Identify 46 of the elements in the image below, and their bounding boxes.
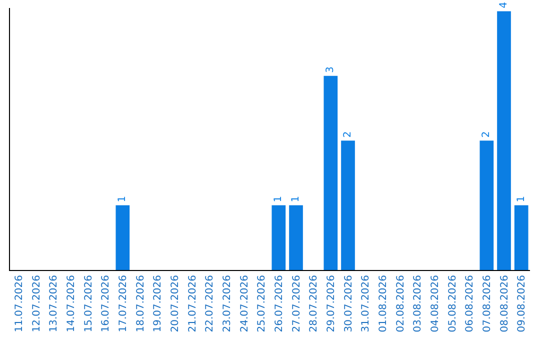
x-tick-label: 06.08.2026 [464, 275, 476, 332]
x-tick-label: 13.07.2026 [48, 275, 60, 332]
x-tick-label: 27.07.2026 [291, 275, 302, 332]
x-tick-label: 29.07.2026 [326, 275, 337, 332]
data-label: 2 [481, 131, 492, 138]
x-tick-label: 18.07.2026 [135, 275, 146, 332]
x-tick-label: 09.08.2026 [516, 275, 528, 332]
data-label: 3 [325, 66, 336, 73]
data-label: 4 [498, 2, 510, 8]
x-tick-label: 17.07.2026 [118, 275, 129, 332]
bar [289, 205, 303, 270]
x-tick-label: 30.07.2026 [343, 275, 354, 332]
x-tick-label: 11.07.2026 [14, 275, 25, 332]
x-tick-label: 31.07.2026 [360, 275, 372, 332]
x-tick-label: 15.07.2026 [83, 275, 94, 332]
x-tick-label: 26.07.2026 [274, 275, 285, 332]
x-tick-label: 25.07.2026 [256, 275, 268, 332]
x-tick-label: 08.08.2026 [499, 275, 510, 332]
bar [341, 140, 355, 270]
x-tick-label: 21.07.2026 [187, 275, 198, 332]
bar [514, 205, 528, 270]
x-tick-label: 04.08.2026 [430, 275, 441, 332]
bar [324, 76, 338, 270]
x-tick-label: 19.07.2026 [152, 275, 164, 332]
x-tick-label: 20.07.2026 [170, 275, 181, 332]
data-label: 1 [290, 196, 302, 202]
x-tick-label: 14.07.2026 [66, 275, 77, 332]
x-tick-label: 03.08.2026 [412, 275, 424, 332]
x-tick-label: 12.07.2026 [31, 275, 42, 332]
x-tick-label: 05.08.2026 [447, 275, 458, 332]
x-tick-label: 16.07.2026 [100, 275, 112, 332]
data-label: 2 [342, 131, 354, 138]
data-label: 1 [117, 196, 128, 202]
x-tick-label: 07.08.2026 [482, 275, 493, 332]
bar [272, 205, 286, 270]
x-tick-label: 23.07.2026 [222, 275, 233, 332]
bar [116, 205, 130, 270]
x-tick-label: 22.07.2026 [204, 275, 216, 332]
x-tick-label: 01.08.2026 [378, 275, 389, 332]
x-tick-label: 02.08.2026 [395, 275, 406, 332]
bar [480, 140, 494, 270]
data-label: 1 [273, 196, 284, 202]
data-label: 1 [516, 196, 527, 202]
x-tick-label: 28.07.2026 [308, 275, 320, 332]
bar [497, 11, 511, 270]
x-tick-label: 24.07.2026 [239, 275, 250, 332]
